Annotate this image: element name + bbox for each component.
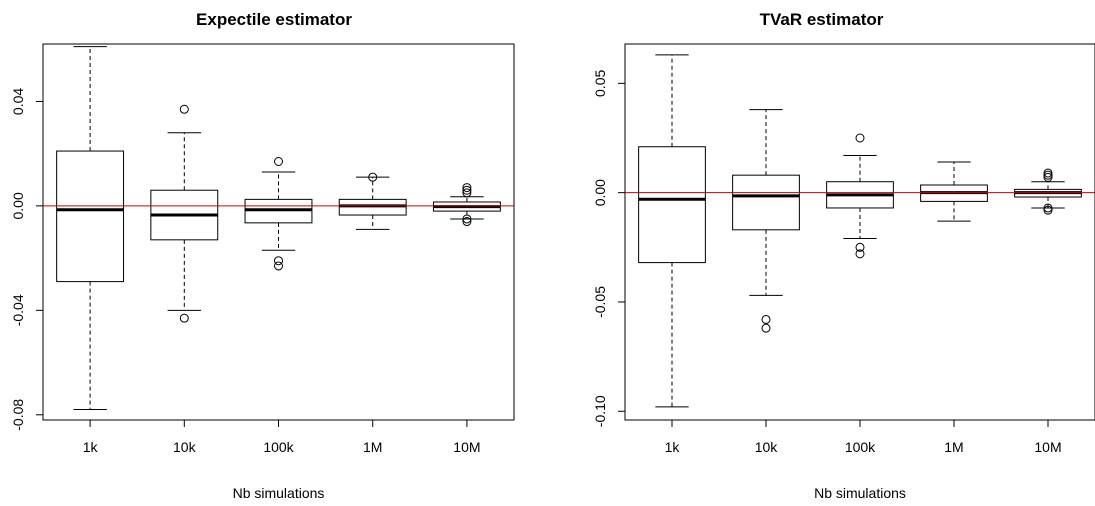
y-tick-label: 0.00 — [592, 179, 608, 206]
outlier-point — [462, 214, 472, 224]
outlier-point — [179, 313, 189, 323]
x-tick-label: 10k — [173, 439, 197, 455]
y-tick-label: -0.05 — [592, 286, 608, 318]
outlier-point — [462, 185, 472, 195]
y-tick-label: -0.04 — [10, 294, 26, 326]
outlier-point — [462, 183, 472, 193]
x-tick-label: 10M — [453, 439, 480, 455]
y-tick-label: -0.10 — [592, 395, 608, 427]
x-tick-label: 1k — [665, 439, 681, 455]
box-10k — [732, 109, 800, 333]
outlier-point — [179, 104, 189, 114]
outlier-point — [274, 157, 283, 166]
outlier-point — [462, 188, 472, 198]
outlier-point — [1043, 203, 1053, 213]
box-100k — [244, 157, 313, 271]
x-axis-label: Nb simulations — [233, 485, 325, 501]
outlier-point — [1043, 170, 1053, 180]
y-tick-label: -0.08 — [10, 399, 26, 431]
box-10M — [432, 183, 501, 227]
expectile-chart-panel: Expectile estimator -0.08 -0.04 0.00 0.04 1k… — [10, 10, 515, 501]
outlier-point — [761, 323, 771, 333]
box-1M — [338, 172, 407, 230]
y-tick-label: 0.05 — [592, 70, 608, 97]
outlier-point — [462, 217, 472, 227]
x-tick-label: 100k — [845, 439, 876, 455]
x-tick-label: 100k — [263, 439, 294, 455]
outlier-point — [274, 256, 283, 266]
box-10k — [150, 104, 219, 323]
tvar-chart-panel: TVaR estimator -0.10 -0.05 0.00 0.05 1k 10k 10… — [548, 0, 1095, 506]
outlier-point — [274, 261, 283, 271]
outlier-point — [855, 249, 865, 259]
chart-title: TVaR estimator — [759, 10, 884, 29]
box-1M — [920, 161, 988, 222]
box-1k — [56, 46, 125, 411]
outlier-point — [1043, 172, 1053, 182]
expectile-boxplot: -0.08 -0.04 0.00 0.04 1k 10k 100k 1M 10M Nb simul… — [10, 43, 515, 501]
x-tick-label: 1k — [83, 439, 99, 455]
outlier-point — [1043, 205, 1053, 215]
box-body — [638, 146, 706, 264]
x-tick-label: 10M — [1034, 439, 1061, 455]
box-body — [732, 174, 800, 231]
x-tick-label: 10k — [755, 439, 779, 455]
outlier-point — [855, 242, 865, 252]
tvar-boxplot: -0.10 -0.05 0.00 0.05 1k 10k 100k 1M 10M Nb simul… — [592, 43, 1095, 501]
x-tick-label: 1M — [944, 439, 963, 455]
outlier-point — [855, 133, 865, 143]
outlier-point — [761, 314, 771, 324]
x-axis-label: Nb simulations — [814, 485, 906, 501]
box-100k — [826, 133, 894, 259]
y-tick-label: 0.04 — [10, 88, 26, 115]
outlier-point — [368, 172, 378, 182]
chart-title: Expectile estimator — [196, 10, 352, 29]
outlier-point — [1043, 168, 1053, 178]
box-10M — [1014, 168, 1082, 215]
y-tick-label: 0.00 — [10, 192, 26, 219]
box-1k — [638, 54, 706, 408]
x-tick-label: 1M — [363, 439, 382, 455]
box-body — [56, 150, 125, 283]
